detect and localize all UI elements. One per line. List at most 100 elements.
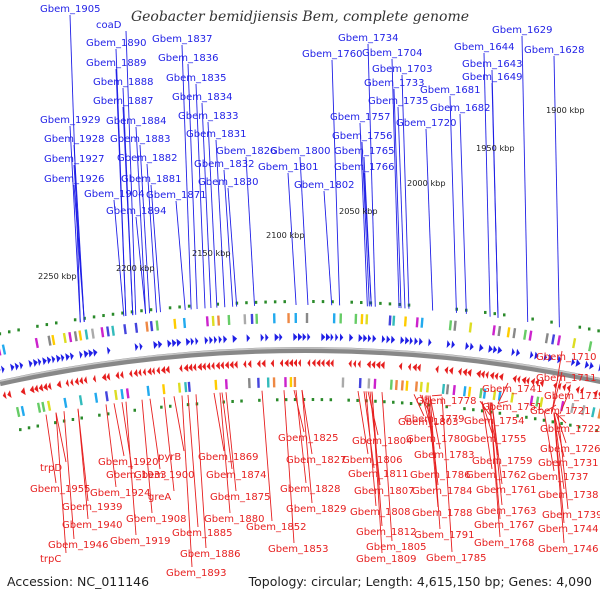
- reverse-leader-line: [77, 408, 89, 520]
- forward-gene-label: Gbem_1831: [186, 129, 246, 140]
- reverse-gene-arrow: [192, 363, 197, 372]
- cog-stripe-outer: [453, 320, 457, 331]
- forward-gene-arrow: [134, 343, 139, 352]
- forward-gene-arrow: [0, 369, 1, 371]
- feature-marker-inner: [106, 412, 110, 416]
- forward-gene-arrow: [465, 342, 470, 351]
- forward-gene-arrow: [386, 335, 391, 344]
- cog-stripe-inner: [405, 380, 409, 391]
- reverse-gene-arrow: [521, 376, 527, 385]
- forward-gene-arrow: [204, 336, 209, 345]
- reverse-gene-label: Gbem_1886: [180, 549, 240, 560]
- reverse-gene-label: Gbem_1811: [348, 469, 408, 480]
- cog-stripe-outer: [588, 341, 593, 352]
- feature-marker-inner: [169, 404, 172, 408]
- reverse-gene-label: greA: [148, 492, 171, 503]
- cog-stripe-outer: [111, 325, 115, 336]
- reverse-gene-label: Gbem_1768: [474, 538, 534, 549]
- forward-gene-arrow: [185, 337, 191, 346]
- reverse-leader-line: [55, 412, 67, 463]
- cog-stripe-inner: [104, 391, 109, 402]
- reverse-gene-arrow: [47, 382, 52, 391]
- forward-gene-label: Gbem_1629: [492, 25, 552, 36]
- forward-gene-arrow: [584, 360, 590, 369]
- reverse-leader-line: [163, 397, 175, 492]
- forward-gene-arrow: [195, 337, 199, 346]
- forward-gene-label: Gbem_1643: [462, 59, 522, 70]
- feature-marker-outer: [54, 321, 58, 325]
- forward-gene-label: Gbem_1704: [362, 48, 422, 59]
- feature-marker-inner: [133, 408, 137, 412]
- reverse-gene-label: pyrB: [158, 452, 181, 463]
- reverse-leader-line: [141, 399, 153, 514]
- forward-leader-line: [287, 172, 297, 306]
- forward-gene-arrow: [46, 356, 52, 365]
- feature-marker-inner: [275, 398, 279, 402]
- feature-marker-inner: [542, 418, 546, 422]
- reverse-leader-line: [45, 414, 57, 484]
- forward-gene-arrow: [381, 335, 386, 344]
- reverse-gene-label: Gbem_1893: [166, 568, 226, 579]
- cog-stripe-outer: [523, 329, 527, 340]
- reverse-gene-label: Gbem_1853: [268, 544, 328, 555]
- feature-marker-outer: [484, 310, 487, 314]
- reverse-gene-label: Gbem_1940: [62, 520, 122, 531]
- reverse-gene-arrow: [517, 375, 521, 384]
- feature-marker-inner: [347, 398, 350, 402]
- reverse-gene-label: Gbem_1920: [98, 457, 158, 468]
- forward-leader-line: [150, 184, 161, 313]
- feature-marker-outer: [264, 300, 267, 304]
- cog-stripe-outer: [492, 325, 496, 336]
- cog-stripe-outer: [123, 324, 127, 335]
- reverse-gene-arrow: [435, 365, 439, 374]
- forward-gene-arrow: [570, 358, 576, 366]
- reverse-gene-arrow: [206, 362, 211, 371]
- feature-marker-inner: [186, 403, 190, 407]
- cog-stripe-outer: [84, 329, 89, 340]
- feature-marker-outer: [140, 309, 143, 313]
- forward-gene-arrow: [65, 353, 70, 362]
- reverse-leader-line: [497, 382, 509, 404]
- forward-gene-label: Gbem_1904: [84, 189, 144, 200]
- reverse-gene-label: Gbem_1712: [544, 391, 600, 402]
- forward-leader-line: [139, 144, 151, 314]
- forward-gene-arrow: [492, 345, 498, 354]
- reverse-gene-arrow: [380, 361, 385, 370]
- cog-stripe-outer: [145, 321, 149, 332]
- cog-stripe-outer: [528, 330, 533, 341]
- reverse-gene-label: Gbem_1924: [90, 488, 150, 499]
- forward-leader-line: [483, 52, 491, 317]
- forward-gene-arrow: [307, 333, 311, 342]
- forward-leader-line: [245, 156, 255, 306]
- forward-leader-line: [125, 30, 137, 315]
- reverse-gene-arrow: [7, 390, 12, 399]
- reverse-gene-arrow: [311, 359, 316, 368]
- cog-stripe-outer: [182, 317, 187, 329]
- reverse-gene-arrow: [38, 383, 44, 392]
- reverse-gene-label: Gbem_1744: [538, 524, 598, 535]
- feature-marker-outer: [578, 325, 582, 329]
- reverse-gene-arrow: [179, 364, 183, 373]
- reverse-gene-arrow: [485, 371, 489, 379]
- forward-gene-arrow: [358, 334, 363, 343]
- reverse-gene-label: Gbem_1828: [280, 484, 340, 495]
- reverse-gene-label: Gbem_1812: [356, 527, 416, 538]
- feature-marker-outer: [149, 308, 153, 312]
- forward-leader-line: [195, 83, 206, 309]
- forward-leader-line: [207, 121, 218, 308]
- forward-leader-line: [361, 141, 370, 307]
- reverse-leader-line: [301, 389, 313, 504]
- feature-marker-inner: [258, 398, 261, 402]
- forward-gene-label: Gbem_1894: [106, 206, 166, 217]
- reverse-gene-arrow: [92, 374, 97, 383]
- reverse-gene-arrow: [489, 371, 495, 380]
- reverse-gene-label: Gbem_1754: [464, 416, 524, 427]
- forward-gene-label: Gbem_1830: [198, 177, 258, 188]
- feature-marker-outer: [283, 300, 286, 304]
- reverse-gene-arrow: [499, 373, 504, 381]
- forward-leader-line: [491, 82, 499, 318]
- reverse-leader-line: [489, 402, 501, 538]
- reverse-leader-line: [181, 395, 193, 568]
- feature-marker-outer: [531, 317, 534, 321]
